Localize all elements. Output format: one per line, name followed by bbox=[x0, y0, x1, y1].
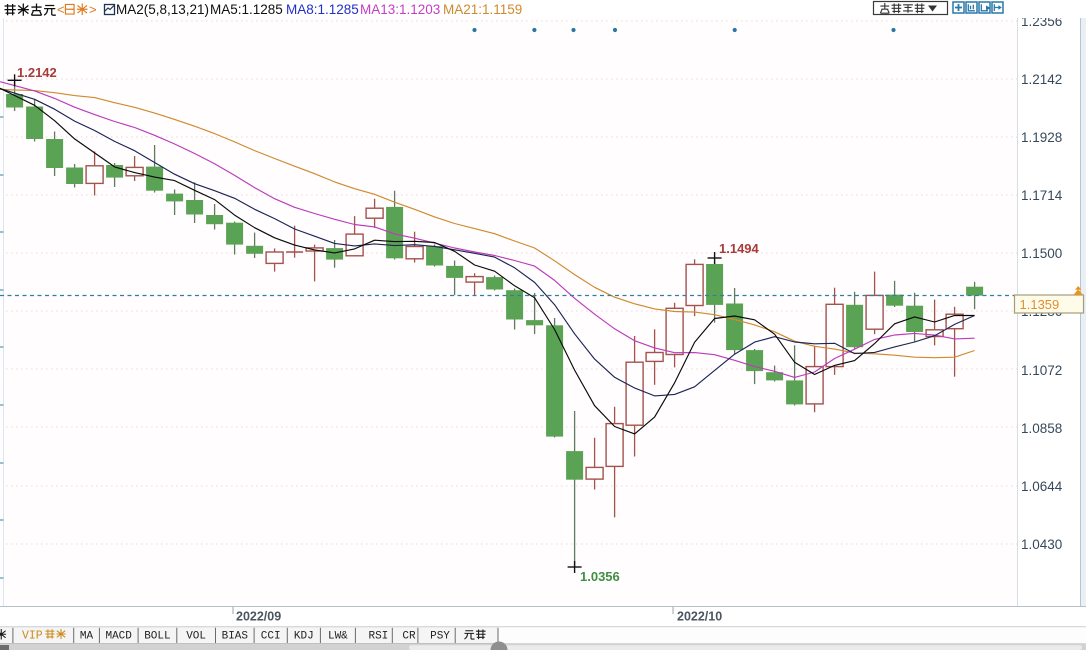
svg-text:CCI: CCI bbox=[261, 631, 281, 643]
svg-text:MACD: MACD bbox=[105, 631, 132, 643]
svg-text:1.0356: 1.0356 bbox=[580, 569, 620, 584]
svg-text:1.2142: 1.2142 bbox=[1021, 72, 1062, 87]
svg-text:1.1500: 1.1500 bbox=[1021, 246, 1062, 261]
svg-text:MA2(5,8,13,21): MA2(5,8,13,21) bbox=[116, 2, 209, 17]
svg-text:PSY: PSY bbox=[430, 631, 450, 643]
svg-text:2022/09: 2022/09 bbox=[236, 610, 281, 624]
svg-text:MA13:1.1203: MA13:1.1203 bbox=[360, 2, 440, 17]
svg-text:1.0858: 1.0858 bbox=[1021, 421, 1062, 436]
svg-text:1.1072: 1.1072 bbox=[1021, 363, 1062, 378]
svg-text:LW&: LW& bbox=[328, 631, 348, 643]
svg-text:2022/10: 2022/10 bbox=[677, 610, 722, 624]
svg-text:>: > bbox=[89, 2, 97, 17]
svg-text:BOLL: BOLL bbox=[144, 631, 170, 643]
svg-text:MA8:1.1285: MA8:1.1285 bbox=[286, 2, 359, 17]
svg-text:<: < bbox=[57, 2, 65, 17]
svg-text:VOL: VOL bbox=[186, 631, 206, 643]
svg-text:1.0644: 1.0644 bbox=[1021, 479, 1063, 494]
svg-text:1.1714: 1.1714 bbox=[1021, 188, 1063, 203]
svg-text:MA: MA bbox=[80, 631, 94, 643]
svg-text:MA5:1.1285: MA5:1.1285 bbox=[210, 2, 283, 17]
svg-text:1.1359: 1.1359 bbox=[1020, 297, 1060, 312]
svg-text:MA21:1.1159: MA21:1.1159 bbox=[443, 2, 522, 17]
svg-text:CR: CR bbox=[402, 631, 416, 643]
svg-text:1.1494: 1.1494 bbox=[719, 241, 760, 256]
svg-text:RSI: RSI bbox=[368, 631, 388, 643]
svg-text:1.2142: 1.2142 bbox=[17, 65, 57, 80]
svg-text:BIAS: BIAS bbox=[222, 631, 249, 643]
svg-text:1.1928: 1.1928 bbox=[1021, 130, 1062, 145]
svg-text:KDJ: KDJ bbox=[294, 631, 314, 643]
svg-text:VIP: VIP bbox=[22, 630, 43, 643]
svg-text:1.0430: 1.0430 bbox=[1021, 537, 1062, 552]
